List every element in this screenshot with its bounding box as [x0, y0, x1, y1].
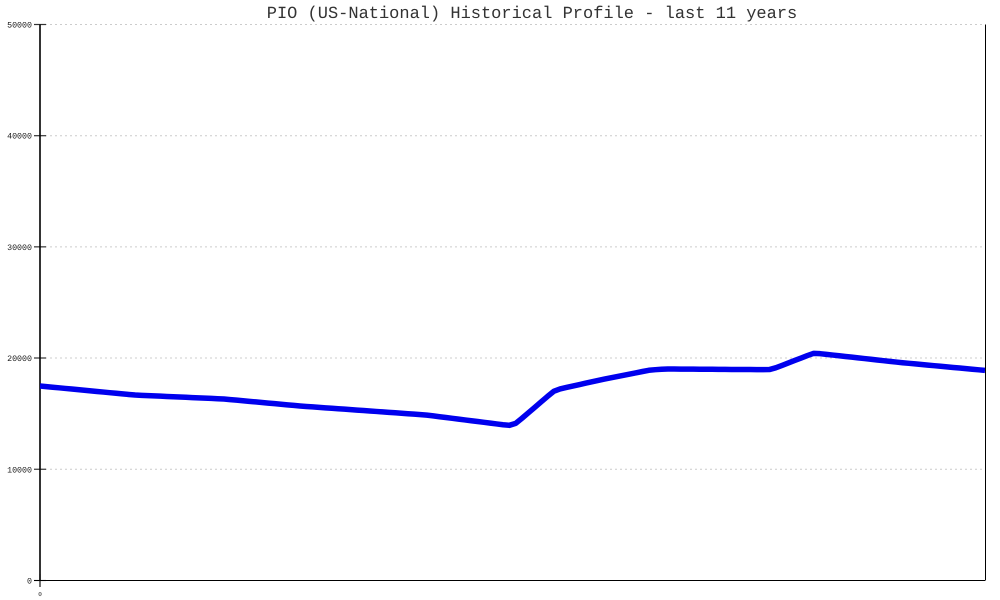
svg-text:20000: 20000: [7, 355, 32, 364]
svg-text:40000: 40000: [7, 133, 32, 142]
svg-text:30000: 30000: [7, 244, 32, 253]
svg-text:50000: 50000: [7, 22, 32, 31]
svg-text:10000: 10000: [7, 466, 32, 475]
svg-text:0: 0: [27, 578, 32, 587]
svg-text:0: 0: [38, 591, 42, 598]
